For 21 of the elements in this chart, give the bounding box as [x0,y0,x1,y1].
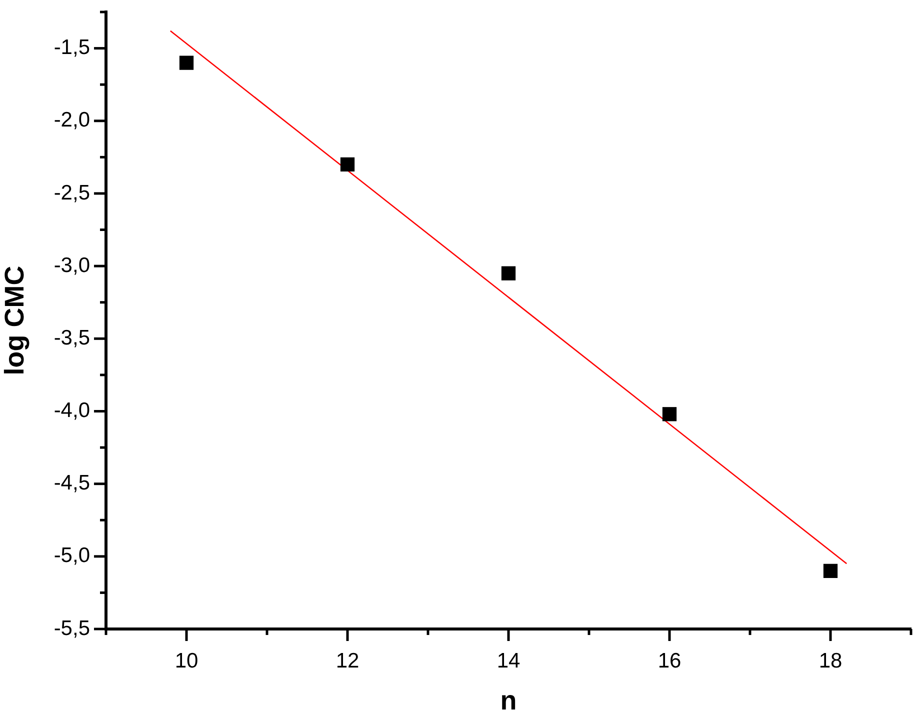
x-tick-label: 16 [658,649,682,672]
y-tick-label: -1,5 [54,36,90,60]
point [340,157,355,172]
x-tick-label: 10 [174,649,198,672]
y-tick-label: -5,0 [54,544,90,568]
y-tick-label: -2,0 [54,108,90,132]
x-tick-label: 12 [336,649,360,672]
y-tick-label: -3,0 [54,254,90,277]
y-tick-label: -4,5 [54,472,90,495]
point [179,56,194,70]
y-tick-label: -5,5 [54,616,90,640]
point [662,407,677,422]
x-tick-label: 14 [496,649,520,672]
x-tick-label: 18 [818,649,842,672]
y-tick-label: -2,5 [54,181,90,204]
y-tick-label: -3,5 [54,326,90,350]
point [823,564,838,578]
y-axis-title: log CMC [0,266,30,376]
y-tick-label: -4,0 [54,399,90,422]
point [501,266,516,280]
x-axis-title: n [500,685,517,716]
